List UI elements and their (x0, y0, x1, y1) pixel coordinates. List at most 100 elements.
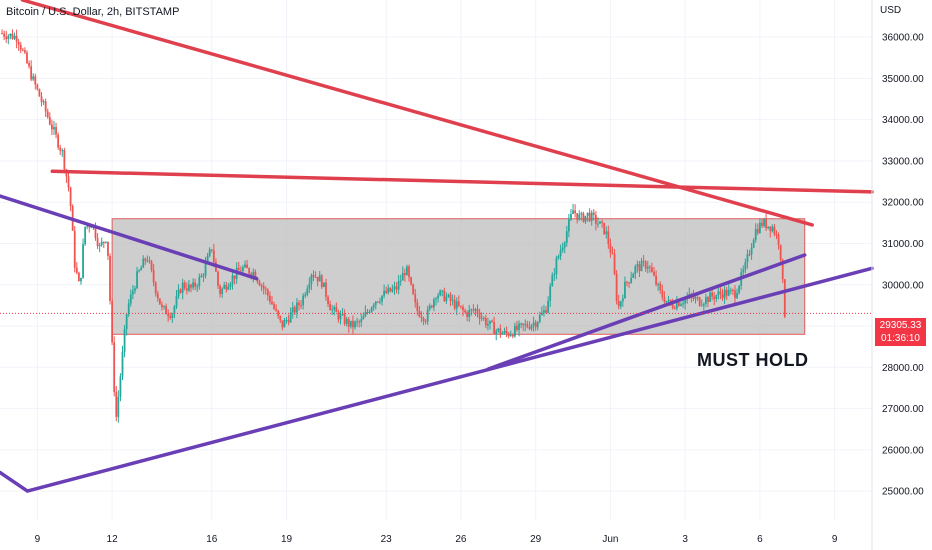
candle-body (655, 275, 657, 285)
candle-body (532, 322, 535, 326)
chart-title: Bitcoin / U.S. Dollar, 2h, BITSTAMP (6, 6, 180, 18)
candle-body (754, 229, 757, 240)
candle-body (331, 309, 334, 311)
candle-body (57, 134, 60, 148)
x-tick-label: Jun (602, 534, 618, 545)
candle-body (410, 277, 412, 285)
candle-body (217, 271, 219, 286)
candle-body (430, 305, 433, 308)
left-descending-line[interactable] (0, 194, 259, 281)
candle-body (624, 281, 626, 299)
candle-body (638, 264, 641, 272)
candle-body (570, 214, 572, 220)
candle-body (364, 311, 367, 317)
candle-body (17, 41, 20, 45)
candle-body (511, 334, 514, 337)
candle-body (725, 289, 728, 296)
candle-body (507, 333, 510, 336)
candle-body (769, 226, 772, 232)
candle-body (590, 212, 593, 221)
candle-body (229, 283, 232, 287)
candle-body (673, 307, 676, 309)
candle-body (389, 287, 392, 292)
candle-body (208, 249, 211, 256)
candle-body (115, 392, 118, 417)
candle-body (406, 266, 408, 276)
candle-body (318, 275, 321, 282)
candle-body (567, 219, 570, 232)
candle-body (700, 305, 703, 307)
candle-body (104, 241, 107, 243)
long-support-line[interactable] (0, 266, 874, 493)
candle-body (713, 296, 716, 300)
candle-body (322, 282, 325, 288)
candle-body (119, 376, 122, 397)
candle-body (383, 290, 385, 296)
candle-body (283, 320, 286, 328)
candle-body (651, 267, 653, 273)
candle-body (765, 219, 768, 229)
candle-body (692, 296, 695, 299)
candle-body (565, 231, 568, 243)
candle-body (13, 35, 16, 39)
candle-body (84, 226, 87, 245)
candle-body (121, 351, 124, 377)
candle-body (736, 292, 738, 299)
candle-body (73, 230, 76, 268)
short-support-line[interactable] (486, 253, 807, 371)
candle-body (354, 321, 356, 328)
candle-body (393, 286, 396, 289)
candle-body (312, 275, 315, 277)
candle-body (659, 283, 662, 291)
currency-label: USD (880, 5, 902, 16)
candle-body (783, 279, 786, 317)
candle-body (729, 289, 732, 291)
candle-body (368, 311, 371, 313)
candle-body (775, 234, 778, 236)
candle-body (273, 304, 275, 309)
candle-body (32, 76, 35, 80)
candle-body (657, 283, 660, 285)
candle-body (422, 317, 425, 322)
candle-body (449, 294, 452, 301)
candle-body (694, 297, 697, 299)
candle-body (225, 285, 228, 290)
candle-body (752, 239, 755, 248)
candle-body (648, 266, 651, 268)
candle-body (528, 326, 531, 329)
candle-body (418, 310, 421, 317)
candle-body (767, 226, 770, 229)
candle-body (244, 264, 246, 268)
candle-body (44, 101, 47, 112)
candle-body (505, 330, 508, 334)
candle-body (559, 250, 562, 257)
candle-body (142, 258, 145, 268)
candle-body (196, 286, 199, 288)
candle-body (339, 314, 342, 320)
candle-body (555, 258, 558, 275)
candle-body (300, 305, 302, 307)
candle-body (352, 320, 354, 328)
candle-body (742, 269, 745, 273)
consolidation-range-box[interactable] (111, 218, 806, 335)
candle-body (707, 297, 709, 302)
candle-body (1, 33, 3, 35)
horizontal-resistance[interactable] (50, 169, 874, 194)
candle-body (414, 294, 417, 303)
candle-body (5, 36, 8, 40)
candle-body (717, 291, 720, 296)
candle-body (680, 304, 682, 306)
candle-body (636, 264, 639, 267)
candle-body (349, 320, 352, 327)
candle-body (7, 35, 10, 40)
x-tick-label: 29 (530, 534, 542, 545)
candle-body (611, 252, 614, 254)
candle-body (588, 212, 591, 221)
candle-body (513, 325, 516, 337)
candle-body (372, 304, 375, 308)
candle-body (443, 290, 446, 302)
candle-body (198, 276, 201, 287)
candle-body (646, 266, 649, 269)
candle-body (127, 303, 130, 315)
